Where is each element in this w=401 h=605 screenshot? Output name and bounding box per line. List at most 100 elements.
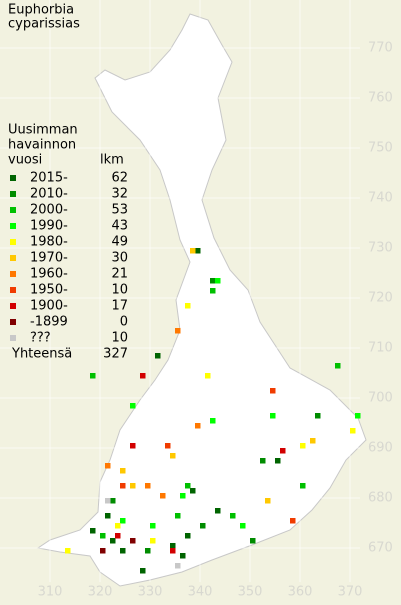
observation-square	[190, 248, 196, 254]
legend-label: 1980-	[30, 235, 68, 250]
x-label: 330	[138, 585, 163, 600]
y-label: 770	[368, 41, 393, 56]
legend-label: -1899	[30, 315, 68, 330]
legend-label: 1950-	[30, 283, 68, 298]
observation-square	[210, 288, 216, 294]
x-label: 370	[338, 585, 363, 600]
x-label: 350	[238, 585, 263, 600]
observation-square	[195, 248, 201, 254]
y-label: 710	[368, 341, 393, 356]
observation-square	[175, 513, 181, 519]
observation-square	[185, 533, 191, 539]
country-outline	[36, 13, 367, 587]
observation-square	[270, 413, 276, 419]
observation-square	[110, 498, 116, 504]
legend-swatch	[10, 287, 16, 293]
observation-square	[280, 448, 286, 454]
observation-square	[105, 498, 111, 504]
observation-square	[140, 373, 146, 379]
observation-square	[170, 548, 176, 554]
observation-square	[115, 523, 121, 529]
legend-count: 17	[111, 299, 128, 314]
observation-square	[250, 538, 256, 544]
observation-square	[145, 483, 151, 489]
legend-count: 30	[111, 251, 128, 266]
observation-square	[180, 493, 186, 499]
legend-count: 43	[111, 219, 128, 234]
observation-square	[310, 438, 316, 444]
observation-square	[90, 528, 96, 534]
y-label: 750	[368, 141, 393, 156]
total-label: Yhteensä	[11, 347, 72, 362]
squares	[65, 248, 361, 574]
legend-header: Uusimman	[8, 123, 78, 138]
observation-square	[275, 458, 281, 464]
observation-square	[175, 328, 181, 334]
observation-square	[260, 458, 266, 464]
observation-square	[335, 363, 341, 369]
observation-square	[215, 278, 221, 284]
legend-label: 1970-	[30, 251, 68, 266]
observation-square	[265, 498, 271, 504]
observation-square	[230, 513, 236, 519]
legend-swatch	[10, 207, 16, 213]
legend-count: 0	[120, 315, 128, 330]
legend-count: 53	[111, 203, 128, 218]
legend-header: havainnon	[8, 138, 76, 153]
legend-label: 1960-	[30, 267, 68, 282]
y-label: 740	[368, 191, 393, 206]
legend-swatch	[10, 319, 16, 325]
observation-square	[145, 548, 151, 554]
observation-square	[65, 548, 71, 554]
legend-count: 10	[111, 331, 128, 346]
observation-square	[205, 373, 211, 379]
observation-square	[130, 403, 136, 409]
observation-square	[290, 518, 296, 524]
legend-count: 49	[111, 235, 128, 250]
y-label: 760	[368, 91, 393, 106]
count-header: lkm	[100, 153, 124, 168]
observation-square	[300, 443, 306, 449]
title: cyparissias	[8, 17, 80, 32]
observation-square	[215, 508, 221, 514]
y-label: 690	[368, 441, 393, 456]
legend-swatch	[10, 303, 16, 309]
legend-count: 32	[111, 187, 128, 202]
observation-square	[100, 548, 106, 554]
legend-swatch	[10, 239, 16, 245]
legend-swatch	[10, 271, 16, 277]
legend-label: 1990-	[30, 219, 68, 234]
observation-square	[120, 518, 126, 524]
observation-square	[170, 543, 176, 549]
observation-square	[190, 488, 196, 494]
observation-square	[105, 463, 111, 469]
observation-square	[315, 413, 321, 419]
observation-square	[130, 443, 136, 449]
observation-square	[240, 523, 246, 529]
legend-swatch	[10, 191, 16, 197]
y-label: 700	[368, 391, 393, 406]
observation-square	[120, 468, 126, 474]
observation-square	[210, 418, 216, 424]
observation-square	[185, 483, 191, 489]
observation-square	[130, 483, 136, 489]
observation-square	[105, 513, 111, 519]
x-label: 360	[288, 585, 313, 600]
observation-square	[90, 373, 96, 379]
observation-square	[180, 553, 186, 559]
legend-count: 10	[111, 283, 128, 298]
observation-square	[150, 523, 156, 529]
y-label: 730	[368, 241, 393, 256]
legend-count: 62	[111, 171, 128, 186]
y-label: 670	[368, 541, 393, 556]
legend-count: 21	[111, 267, 128, 282]
observation-square	[130, 538, 136, 544]
y-label: 720	[368, 291, 393, 306]
observation-square	[150, 538, 156, 544]
legend-label: 2010-	[30, 187, 68, 202]
legend-label: 2000-	[30, 203, 68, 218]
